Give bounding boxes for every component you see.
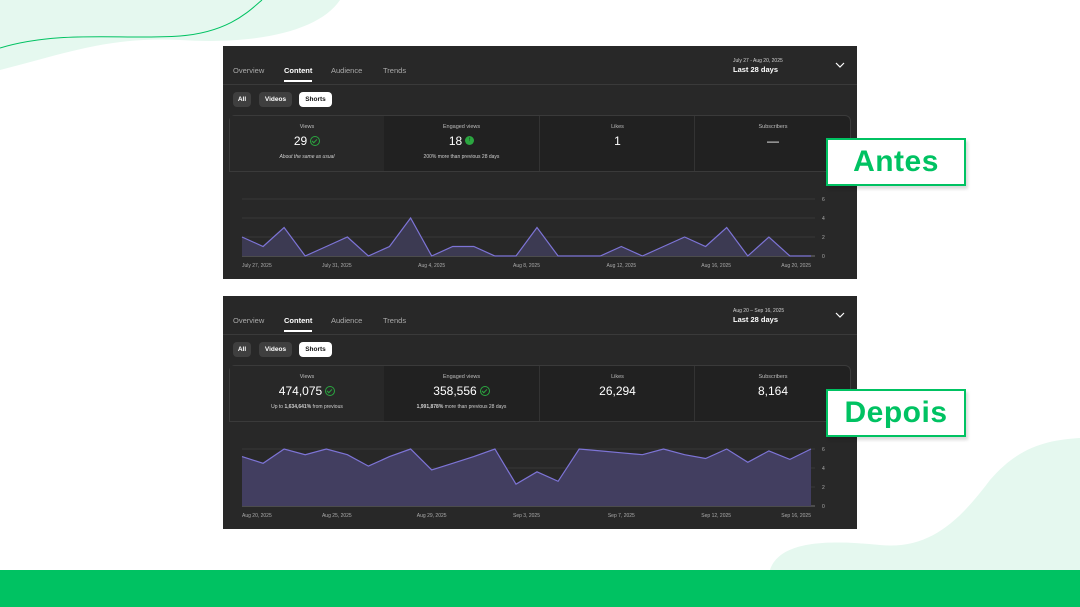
x-tick-label: Aug 12, 2025 bbox=[606, 263, 636, 269]
x-tick-label: Aug 29, 2025 bbox=[417, 513, 447, 519]
analytics-panel-after: Overview Content Audience Trends Aug 20 … bbox=[223, 296, 857, 529]
views-chart: 6 4 2 0 Aug 20, 2025 Aug 25, 2025 Aug 29, 2025… bbox=[241, 447, 825, 519]
x-tick-label: Aug 4, 2025 bbox=[418, 263, 445, 269]
metric-label: Views bbox=[299, 124, 315, 130]
metric-engaged-views[interactable]: Engaged views 18 ↑ 200% more than previou… bbox=[384, 116, 539, 171]
filter-all-chip[interactable]: All bbox=[233, 342, 251, 357]
filter-videos-chip[interactable]: Videos bbox=[259, 92, 292, 107]
x-tick-label: Sep 16, 2025 bbox=[781, 513, 811, 519]
metric-value: 8,164 bbox=[757, 384, 789, 398]
metric-label: Engaged views bbox=[442, 374, 481, 380]
filter-shorts-chip[interactable]: Shorts bbox=[299, 342, 332, 357]
metric-label: Likes bbox=[611, 124, 624, 130]
series-line bbox=[241, 448, 812, 486]
active-tab-underline bbox=[284, 330, 312, 332]
metric-likes[interactable]: Likes 26,294 bbox=[539, 366, 695, 421]
metric-value: 18 bbox=[448, 134, 463, 148]
y-tick-label: 0 bbox=[822, 504, 825, 510]
metric-label: Likes bbox=[611, 374, 624, 380]
tab-content[interactable]: Content bbox=[284, 316, 313, 325]
y-tick-label: 2 bbox=[822, 235, 825, 241]
tab-overview[interactable]: Overview bbox=[233, 316, 265, 325]
metric-value: 1 bbox=[614, 134, 621, 148]
metric-value: 358,556 bbox=[433, 384, 477, 398]
x-tick-label: Aug 25, 2025 bbox=[322, 513, 352, 519]
tab-audience[interactable]: Audience bbox=[331, 316, 363, 325]
metric-subtext: from previous bbox=[311, 404, 343, 410]
metric-subtext: more than previous 28 days bbox=[443, 404, 507, 410]
metric-subtext: 200% more than previous 28 days bbox=[423, 154, 500, 160]
date-range: Aug 20 – Sep 16, 2025 bbox=[733, 308, 785, 314]
metric-subscribers[interactable]: Subscribers 8,164 bbox=[694, 366, 851, 421]
metrics-row: Views 474,075 Up to 1,634,641% from prev… bbox=[229, 365, 851, 422]
metrics-row: Views 29 About the same as usual Engaged… bbox=[229, 115, 851, 172]
metric-subtext-bold: 1,634,641% bbox=[284, 404, 312, 410]
tab-trends[interactable]: Trends bbox=[383, 66, 407, 75]
series-area bbox=[242, 218, 811, 256]
footer-bar bbox=[0, 570, 1080, 607]
metric-subtext: About the same as usual bbox=[279, 154, 335, 160]
metric-views[interactable]: Views 29 About the same as usual bbox=[230, 116, 384, 171]
tab-overview[interactable]: Overview bbox=[233, 66, 265, 75]
before-badge: Antes bbox=[826, 138, 966, 186]
tab-bar: Overview Content Audience Trends July 27… bbox=[223, 46, 857, 85]
tab-trends[interactable]: Trends bbox=[383, 316, 407, 325]
y-tick-label: 2 bbox=[822, 485, 825, 491]
metric-subscribers[interactable]: Subscribers — bbox=[694, 116, 851, 171]
tab-bar: Overview Content Audience Trends Aug 20 … bbox=[223, 296, 857, 335]
y-tick-label: 6 bbox=[822, 447, 825, 453]
analytics-panel-before: Overview Content Audience Trends July 27… bbox=[223, 46, 857, 279]
metric-engaged-views[interactable]: Engaged views 358,556 1,991,878% more th… bbox=[384, 366, 539, 421]
metric-label: Subscribers bbox=[758, 374, 788, 380]
metric-views[interactable]: Views 474,075 Up to 1,634,641% from prev… bbox=[230, 366, 384, 421]
check-circle-icon bbox=[310, 135, 321, 146]
x-tick-label: Sep 7, 2025 bbox=[608, 513, 635, 519]
metric-subtext-bold: 1,991,878% bbox=[416, 404, 444, 410]
date-range: July 27 - Aug 20, 2025 bbox=[733, 58, 783, 64]
arrow-up-circle-icon: ↑ bbox=[465, 136, 475, 146]
filter-videos-chip[interactable]: Videos bbox=[259, 342, 292, 357]
metric-label: Engaged views bbox=[442, 124, 481, 130]
chevron-down-icon[interactable] bbox=[835, 60, 845, 70]
series-line bbox=[241, 216, 811, 257]
metric-label: Subscribers bbox=[758, 124, 788, 130]
active-tab-underline bbox=[284, 80, 312, 82]
x-tick-label: Aug 20, 2025 bbox=[781, 263, 811, 269]
x-tick-label: July 27, 2025 bbox=[242, 263, 272, 269]
views-chart: 6 4 2 0 July 27, 2025 July 31, 2025 Aug 4, 202… bbox=[241, 197, 825, 269]
metric-value: — bbox=[767, 134, 779, 148]
metric-likes[interactable]: Likes 1 bbox=[539, 116, 695, 171]
metric-subtext-prefix: Up to bbox=[271, 404, 285, 410]
y-tick-label: 0 bbox=[822, 254, 825, 260]
metric-label: Views bbox=[299, 374, 315, 380]
metric-value: 26,294 bbox=[599, 384, 636, 398]
filter-shorts-chip[interactable]: Shorts bbox=[299, 92, 332, 107]
y-tick-label: 4 bbox=[822, 216, 825, 222]
y-tick-label: 4 bbox=[822, 466, 825, 472]
x-tick-label: Aug 20, 2025 bbox=[242, 513, 272, 519]
tab-audience[interactable]: Audience bbox=[331, 66, 363, 75]
x-tick-label: Sep 3, 2025 bbox=[513, 513, 540, 519]
x-tick-label: July 31, 2025 bbox=[322, 263, 352, 269]
y-tick-label: 6 bbox=[822, 197, 825, 203]
date-period-label[interactable]: Last 28 days bbox=[733, 65, 779, 74]
x-tick-label: Sep 12, 2025 bbox=[701, 513, 731, 519]
chevron-down-icon[interactable] bbox=[835, 310, 845, 320]
tab-content[interactable]: Content bbox=[284, 66, 313, 75]
check-circle-icon bbox=[325, 385, 336, 396]
metric-value: 474,075 bbox=[278, 384, 323, 398]
x-tick-label: Aug 16, 2025 bbox=[701, 263, 731, 269]
after-badge: Depois bbox=[826, 389, 966, 437]
check-circle-icon bbox=[479, 385, 490, 396]
date-period-label[interactable]: Last 28 days bbox=[733, 315, 779, 324]
metric-value: 29 bbox=[293, 134, 308, 148]
filter-all-chip[interactable]: All bbox=[233, 92, 251, 107]
x-tick-label: Aug 8, 2025 bbox=[513, 263, 540, 269]
series-area bbox=[242, 449, 811, 506]
